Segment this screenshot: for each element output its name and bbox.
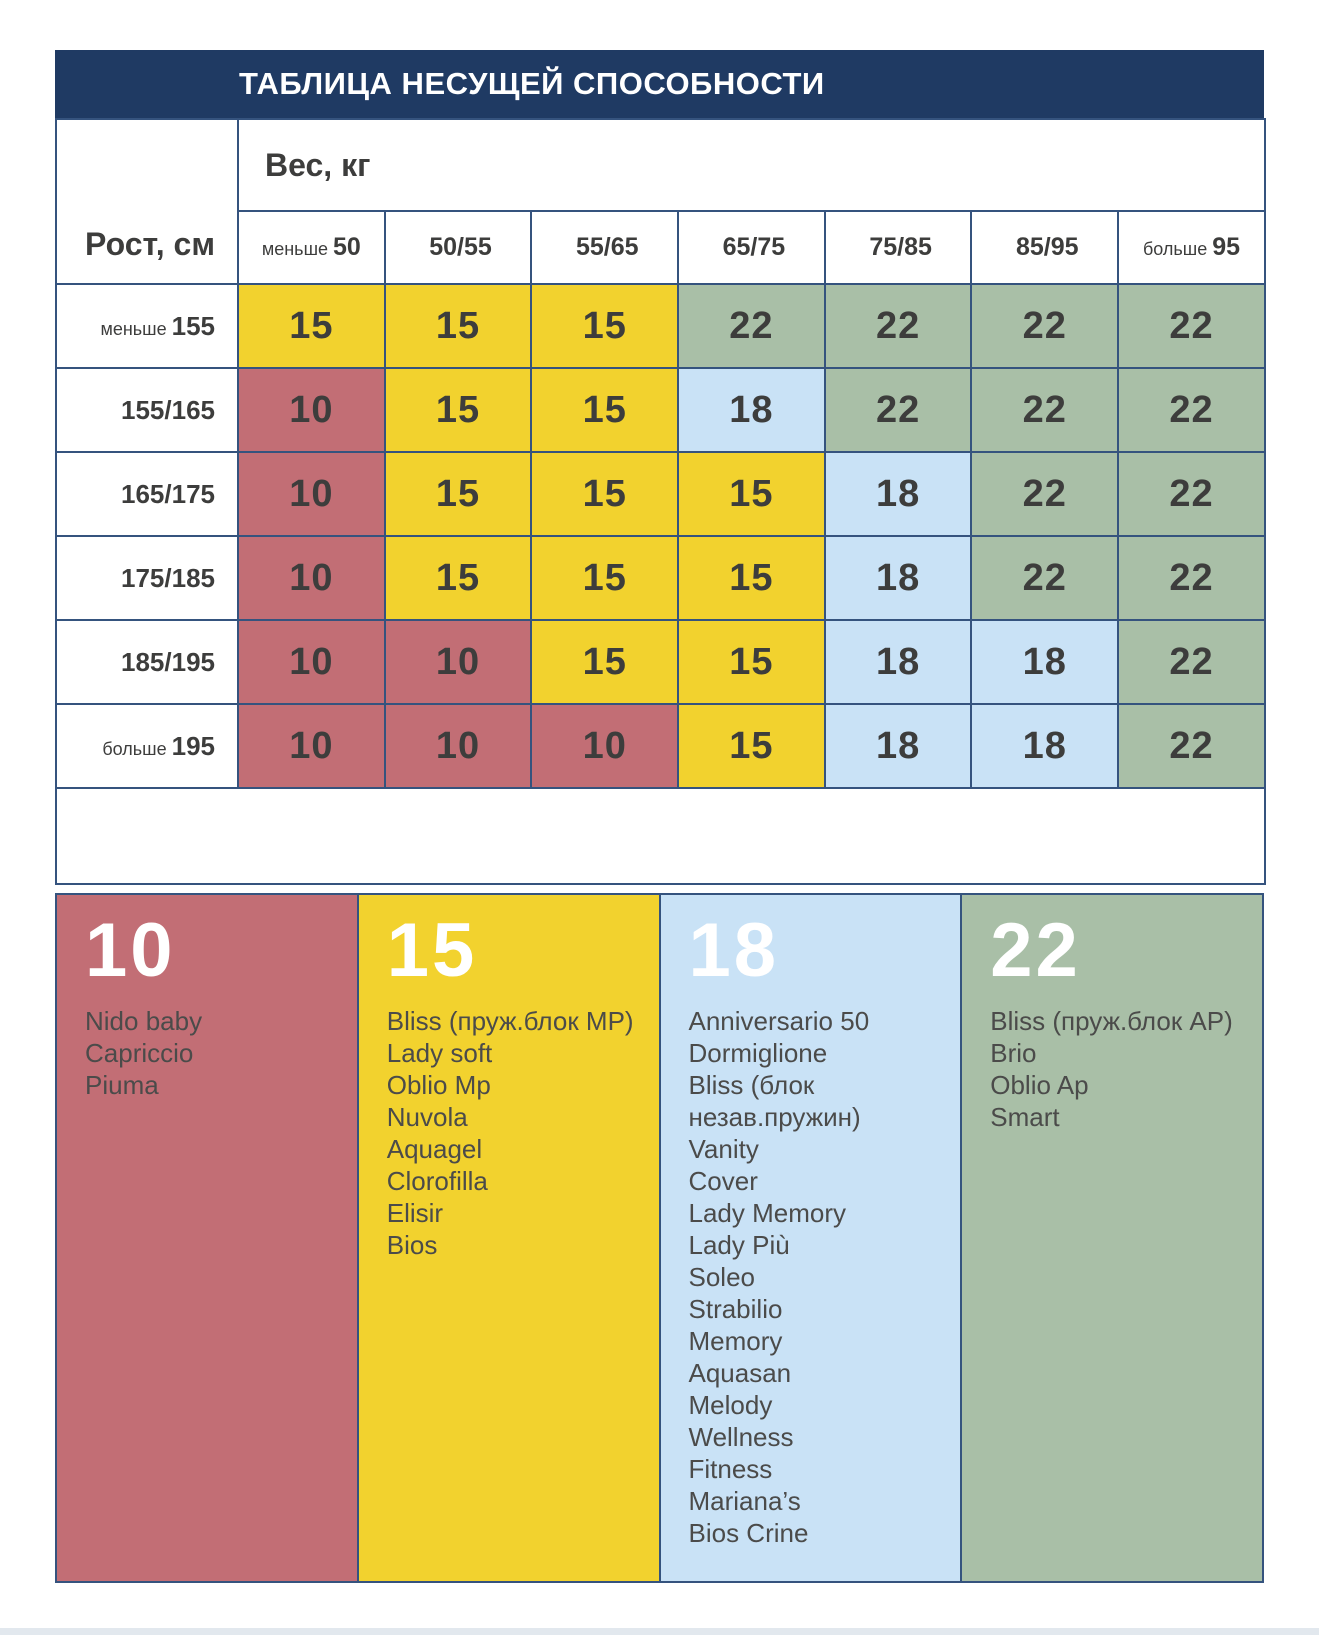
capacity-cell: 15: [237, 283, 386, 369]
capacity-cell: 15: [383, 367, 533, 453]
column-header-value: 50/55: [429, 233, 492, 261]
legend-block-22: 22 Bliss (пруж.блок AP) Brio Oblio Ap Sm…: [960, 895, 1262, 1581]
legend-item-list: Bliss (пруж.блок MP) Lady soft Oblio Mp …: [386, 1006, 634, 1260]
legend-block-10: 10 Nido baby Capriccio Piuma: [57, 895, 357, 1581]
row-label: 155/165: [55, 367, 239, 453]
legend-item-list: Nido baby Capriccio Piuma: [85, 1006, 203, 1100]
column-header: меньше 50: [237, 210, 386, 285]
capacity-cell: 15: [677, 451, 826, 537]
capacity-cell: 15: [530, 451, 680, 537]
bottom-accent-bar: [0, 1628, 1319, 1635]
row-label-value: 165/175: [121, 478, 215, 509]
capacity-cell: 18: [970, 703, 1120, 789]
capacity-cell: 10: [237, 367, 386, 453]
capacity-cell: 18: [823, 703, 973, 789]
legend-block-15: 15 Bliss (пруж.блок MP) Lady soft Oblio …: [356, 895, 659, 1581]
capacity-cell: 10: [530, 703, 680, 789]
column-header: 55/65: [530, 210, 680, 285]
capacity-cell: 22: [1117, 619, 1266, 705]
capacity-cell: 18: [970, 619, 1120, 705]
height-axis-label: Рост, см: [55, 118, 239, 285]
row-label-prefix: меньше: [100, 318, 167, 339]
table-title-bar: ТАБЛИЦА НЕСУЩЕЙ СПОСОБНОСТИ: [55, 50, 1264, 118]
column-header-value: 75/85: [869, 233, 932, 261]
legend-value: 18: [688, 908, 780, 993]
column-header: 75/85: [823, 210, 973, 285]
capacity-cell: 10: [237, 619, 386, 705]
row-label-value: 175/185: [121, 562, 215, 593]
row-label: меньше 155: [55, 283, 239, 369]
capacity-cell: 18: [823, 619, 973, 705]
column-header: больше 95: [1117, 210, 1266, 285]
capacity-cell: 10: [237, 451, 386, 537]
row-label-value: 185/195: [121, 646, 215, 677]
capacity-cell: 15: [383, 535, 533, 621]
capacity-cell: 10: [237, 703, 386, 789]
capacity-cell: 15: [530, 535, 680, 621]
capacity-cell: 22: [1117, 367, 1266, 453]
capacity-cell: 15: [530, 619, 680, 705]
legend: 10 Nido baby Capriccio Piuma 15 Bliss (п…: [55, 893, 1264, 1583]
capacity-cell: 22: [970, 535, 1120, 621]
capacity-cell: 15: [677, 703, 826, 789]
capacity-table: Рост, см Вес, кг меньше 50 50/55 55/65 65…: [55, 118, 1266, 885]
capacity-cell: 22: [970, 283, 1120, 369]
legend-item-list: Anniversario 50 Dormiglione Bliss (блок …: [688, 1006, 870, 1548]
row-label: 175/185: [55, 535, 239, 621]
row-label-value: 155: [171, 310, 215, 341]
column-header: 65/75: [677, 210, 826, 285]
capacity-cell: 18: [823, 451, 973, 537]
capacity-cell: 22: [1117, 451, 1266, 537]
row-label-value: 195: [171, 730, 215, 761]
capacity-cell: 10: [383, 619, 533, 705]
legend-value: 22: [990, 908, 1081, 993]
capacity-cell: 22: [677, 283, 826, 369]
capacity-cell: 18: [823, 535, 973, 621]
row-label-prefix: больше: [102, 738, 167, 759]
capacity-board: ТАБЛИЦА НЕСУЩЕЙ СПОСОБНОСТИ Рост, см Вес…: [55, 50, 1266, 1583]
capacity-cell: 22: [1117, 535, 1266, 621]
capacity-cell: 15: [530, 367, 680, 453]
column-header: 50/55: [383, 210, 533, 285]
table-title: ТАБЛИЦА НЕСУЩЕЙ СПОСОБНОСТИ: [239, 66, 825, 101]
capacity-cell: 15: [677, 619, 826, 705]
capacity-cell: 15: [677, 535, 826, 621]
column-header-value: 65/75: [722, 233, 786, 261]
capacity-cell: 15: [530, 283, 680, 369]
legend-value: 10: [85, 908, 176, 993]
column-header-prefix: больше: [1142, 239, 1208, 259]
capacity-cell: 15: [383, 451, 533, 537]
capacity-cell: 15: [383, 283, 533, 369]
column-header-value: 95: [1212, 233, 1241, 261]
legend-item-list: Bliss (пруж.блок AP) Brio Oblio Ap Smart: [990, 1006, 1233, 1132]
row-label: 165/175: [55, 451, 239, 537]
row-label-value: 155/165: [121, 394, 215, 425]
column-header-prefix: меньше: [261, 239, 329, 259]
capacity-cell: 10: [237, 535, 386, 621]
empty-spacer-row: [55, 787, 1266, 885]
column-header-value: 55/65: [575, 233, 639, 261]
capacity-cell: 22: [1117, 703, 1266, 789]
capacity-cell: 22: [970, 451, 1120, 537]
capacity-cell: 22: [970, 367, 1120, 453]
capacity-cell: 22: [1117, 283, 1266, 369]
column-header-value: 85/95: [1016, 233, 1079, 261]
legend-value: 15: [386, 908, 478, 993]
weight-axis-label: Вес, кг: [237, 118, 1266, 212]
capacity-cell: 22: [823, 283, 973, 369]
row-label: больше 195: [55, 703, 239, 789]
row-label: 185/195: [55, 619, 239, 705]
column-header-value: 50: [333, 233, 361, 261]
capacity-cell: 22: [823, 367, 973, 453]
capacity-cell: 18: [677, 367, 826, 453]
column-header: 85/95: [970, 210, 1120, 285]
legend-block-18: 18 Anniversario 50 Dormiglione Bliss (бл…: [658, 895, 961, 1581]
capacity-cell: 10: [383, 703, 533, 789]
